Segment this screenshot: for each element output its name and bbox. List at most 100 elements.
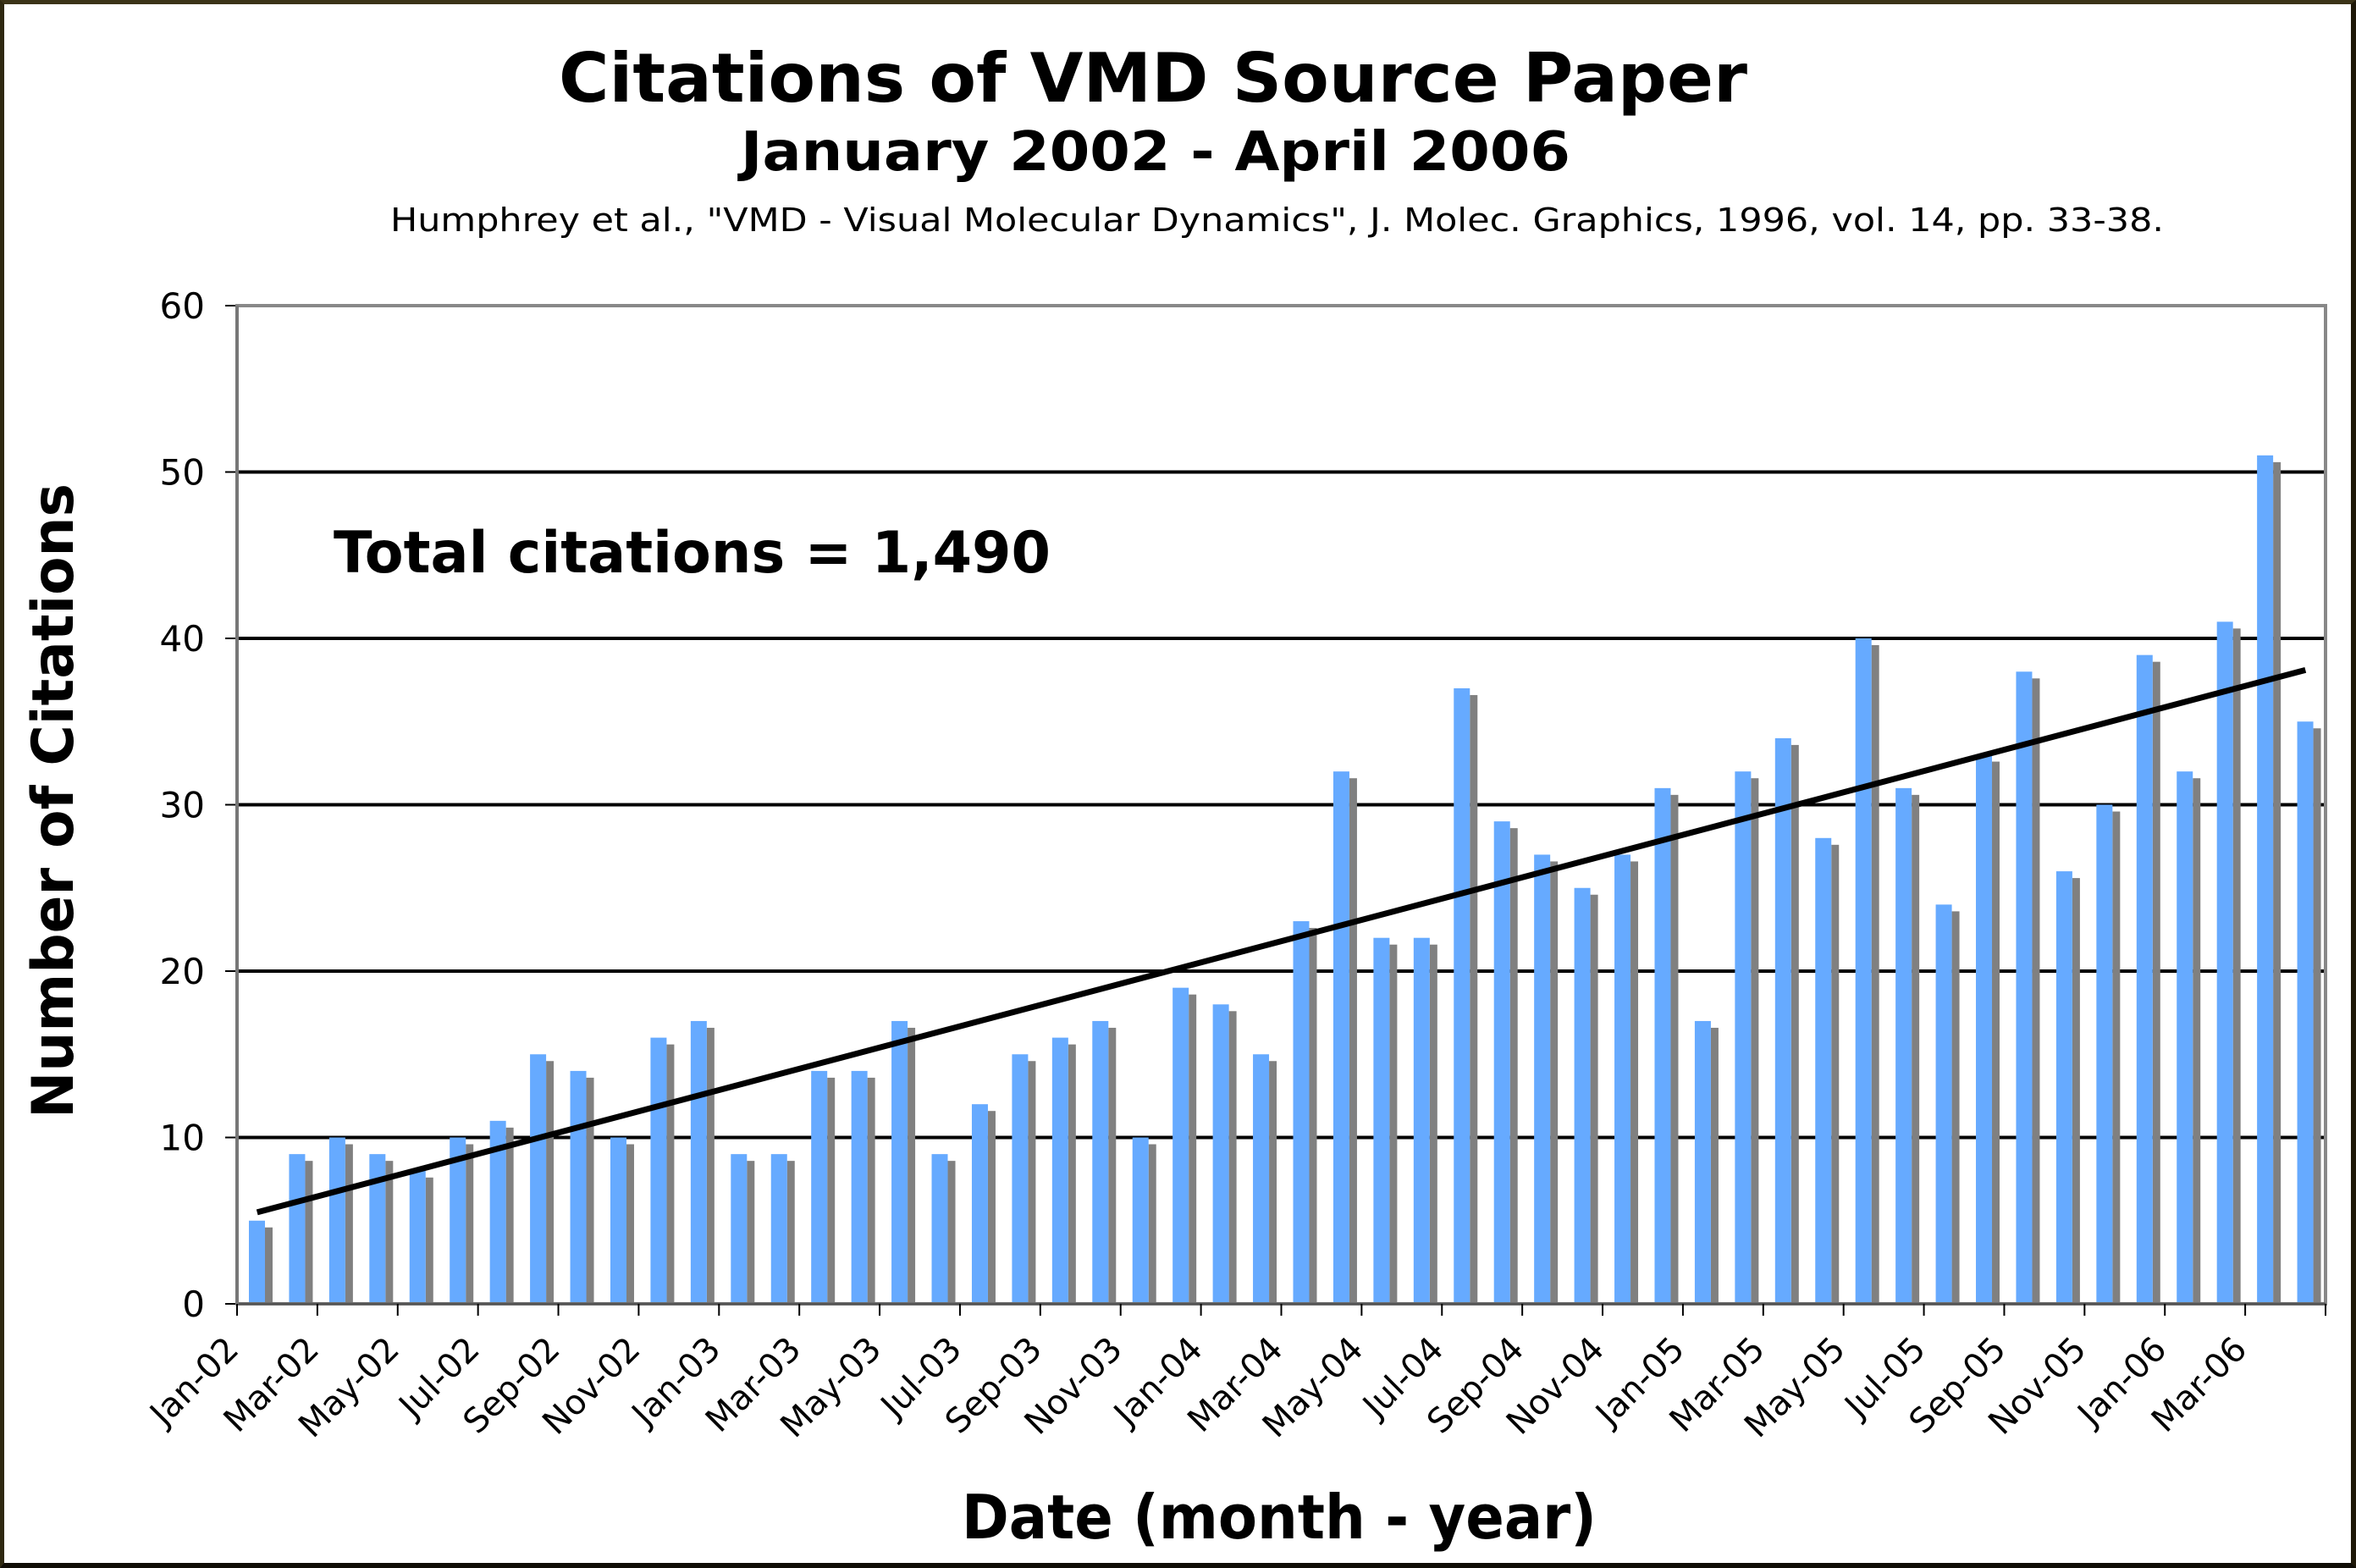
bar [1534, 854, 1551, 1304]
bar-shadow [1228, 1011, 1237, 1304]
bar [1735, 771, 1752, 1304]
bar-shadow [747, 1161, 755, 1304]
bar-shadows [265, 461, 2321, 1304]
bar-shadow [505, 1127, 514, 1304]
y-tick-label: 20 [160, 951, 205, 992]
bar [2177, 771, 2193, 1304]
bar [289, 1154, 306, 1304]
bar-shadow [2193, 778, 2201, 1304]
bar [249, 1220, 265, 1304]
bar-shadow [2112, 811, 2121, 1304]
chart-title: Citations of VMD Source Paper [559, 39, 1748, 118]
bar-shadow [1028, 1061, 1036, 1304]
bar [770, 1154, 787, 1304]
bar [1373, 937, 1390, 1304]
bar [2136, 654, 2153, 1304]
reference-citation: Humphrey et al., "VMD - Visual Molecular… [390, 202, 2164, 239]
bar [1774, 737, 1791, 1304]
bar [1654, 787, 1671, 1304]
bar-shadow [1429, 944, 1437, 1304]
bar-shadow [425, 1177, 433, 1304]
bar-shadow [626, 1144, 634, 1304]
bar-shadow [2232, 628, 2241, 1304]
bar-shadow [867, 1077, 875, 1304]
bar-shadow [786, 1161, 795, 1304]
bar [1855, 638, 1872, 1304]
bar [1976, 754, 1993, 1304]
bar [1051, 1037, 1068, 1304]
bar-shadow [1670, 794, 1679, 1304]
bar [328, 1137, 345, 1304]
bar [931, 1154, 948, 1304]
bar-shadow [947, 1161, 956, 1304]
bar [1253, 1054, 1270, 1304]
bar-shadow [1751, 778, 1759, 1304]
bar [1413, 937, 1430, 1304]
bar-shadow [2032, 678, 2040, 1304]
y-tick-label: 50 [160, 452, 205, 494]
bar-shadow [546, 1061, 555, 1304]
y-axis-tick-labels: 0 10 20 30 40 50 60 [160, 285, 205, 1325]
bar [1614, 854, 1631, 1304]
x-axis-tick-labels: Jan-02Mar-02May-02Jul-02Sep-02Nov-02Jan-… [141, 1330, 2255, 1446]
bar [1092, 1020, 1109, 1304]
bar [2216, 621, 2233, 1304]
bar [731, 1154, 748, 1304]
bar [1935, 904, 1952, 1304]
bar-shadow [987, 1111, 996, 1304]
bar-shadow [1309, 928, 1317, 1304]
bar-shadow [1189, 994, 1197, 1304]
bar [489, 1120, 506, 1304]
y-tick-label: 10 [160, 1118, 205, 1159]
bar [1012, 1054, 1029, 1304]
y-axis-title: Number of Citations [20, 483, 87, 1118]
bars [249, 455, 2314, 1304]
bar [1815, 837, 1832, 1304]
bar [1332, 771, 1349, 1304]
bar-shadow [1790, 744, 1799, 1304]
bar [1574, 887, 1591, 1304]
bar-shadow [305, 1161, 313, 1304]
bar-shadow [1108, 1027, 1117, 1304]
bar-shadow [2152, 661, 2160, 1304]
bar-shadow [1349, 778, 1357, 1304]
bar [891, 1020, 908, 1304]
bar [811, 1070, 828, 1304]
bar [1212, 1004, 1229, 1304]
plot-area: 0 10 20 30 40 50 60 Jan-02Mar-02May-02Jul-02Se… [141, 285, 2327, 1446]
bar-shadow [2072, 878, 2080, 1304]
bar [530, 1054, 547, 1304]
bar [851, 1070, 868, 1304]
bar-shadow [1710, 1027, 1719, 1304]
bar-shadow [1871, 645, 1879, 1304]
bar-shadow [666, 1044, 675, 1304]
bar [610, 1137, 626, 1304]
bar-shadow [1831, 844, 1840, 1304]
x-axis-title: Date (month - year) [962, 1482, 1597, 1553]
bar-shadow [827, 1077, 836, 1304]
bar [2257, 455, 2274, 1304]
bar [690, 1020, 707, 1304]
y-tick-label: 0 [182, 1284, 205, 1325]
chart-subtitle: January 2002 - April 2006 [737, 121, 1570, 184]
bar [1493, 821, 1510, 1304]
total-citations-annotation: Total citations = 1,490 [334, 520, 1051, 587]
bar-shadow [1470, 694, 1478, 1304]
bar [1172, 987, 1189, 1304]
bar-shadow [1951, 911, 1960, 1304]
bar-shadow [1269, 1061, 1277, 1304]
bar [1293, 921, 1310, 1304]
bar-shadow [1148, 1144, 1156, 1304]
bar [409, 1170, 426, 1304]
bar [1694, 1020, 1711, 1304]
bar-shadow [1630, 861, 1639, 1304]
bar-shadow [2313, 728, 2321, 1304]
bar-shadow [2273, 461, 2282, 1304]
bar-shadow [1550, 861, 1559, 1304]
bar-shadow [345, 1144, 353, 1304]
bar [2016, 671, 2033, 1304]
bar [570, 1070, 587, 1304]
bar [369, 1154, 386, 1304]
bar-shadow [1068, 1044, 1076, 1304]
